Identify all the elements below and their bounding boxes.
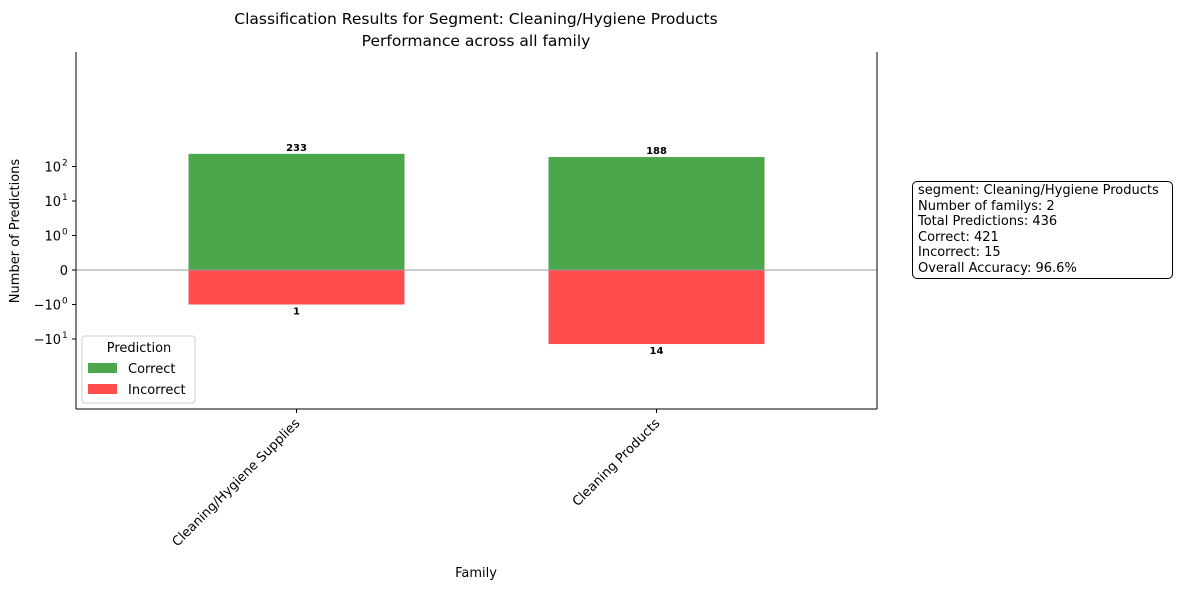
bars-layer <box>188 153 765 345</box>
y-tick-exponent-0: 2 <box>62 159 68 169</box>
legend: Prediction Correct Incorrect <box>81 335 196 404</box>
info-line-total: Total Predictions: 436 <box>918 214 1058 229</box>
legend-label-incorrect: Incorrect <box>128 383 186 398</box>
chart-subtitle: Performance across all family <box>362 32 591 50</box>
x-tick-label-1: Cleaning Products <box>570 416 664 510</box>
y-tick-label-5: −10 <box>34 333 61 348</box>
info-line-incorrect: Incorrect: 15 <box>918 245 1001 260</box>
y-tick-exponent-1: 1 <box>62 193 68 203</box>
legend-swatch-incorrect <box>88 384 117 394</box>
y-tick-label-4: −10 <box>34 299 61 314</box>
bar-labels-layer: 233 188 1 14 <box>286 143 667 357</box>
bar-correct-1 <box>548 157 765 270</box>
bar-incorrect-1 <box>548 270 765 345</box>
x-axis-label: Family <box>455 566 497 581</box>
y-tick-label-0: 10 <box>44 161 61 176</box>
info-line-segment: segment: Cleaning/Hygiene Products <box>918 183 1159 198</box>
data-label-incorrect-0: 1 <box>293 307 300 318</box>
data-label-correct-0: 233 <box>286 143 307 154</box>
data-label-correct-1: 188 <box>646 146 667 157</box>
bar-incorrect-0 <box>188 270 405 305</box>
info-line-accuracy: Overall Accuracy: 96.6% <box>918 260 1077 276</box>
chart-title: Classification Results for Segment: Clea… <box>234 10 717 28</box>
y-axis-label: Number of Predictions <box>8 159 23 304</box>
y-tick-label-1: 10 <box>44 195 61 210</box>
y-tick-label-3: 0 <box>60 264 68 279</box>
y-tick-label-2: 10 <box>44 230 61 245</box>
info-line-correct: Correct: 421 <box>918 229 999 245</box>
bar-correct-0 <box>188 153 405 270</box>
legend-swatch-correct <box>88 363 117 373</box>
y-tick-exponent-4: 0 <box>62 297 68 307</box>
y-tick-exponent-5: 1 <box>62 331 68 341</box>
legend-label-correct: Correct <box>128 362 175 377</box>
data-label-incorrect-1: 14 <box>650 346 664 357</box>
x-axis-ticks: Cleaning/Hygiene Supplies Cleaning Produc… <box>170 409 664 550</box>
summary-info-box: segment: Cleaning/Hygiene Products Numbe… <box>912 181 1173 279</box>
legend-title: Prediction <box>107 341 172 356</box>
info-line-family-count: Number of familys: 2 <box>918 198 1055 214</box>
x-tick-label-0: Cleaning/Hygiene Supplies <box>170 416 304 550</box>
y-tick-exponent-2: 0 <box>62 228 68 238</box>
